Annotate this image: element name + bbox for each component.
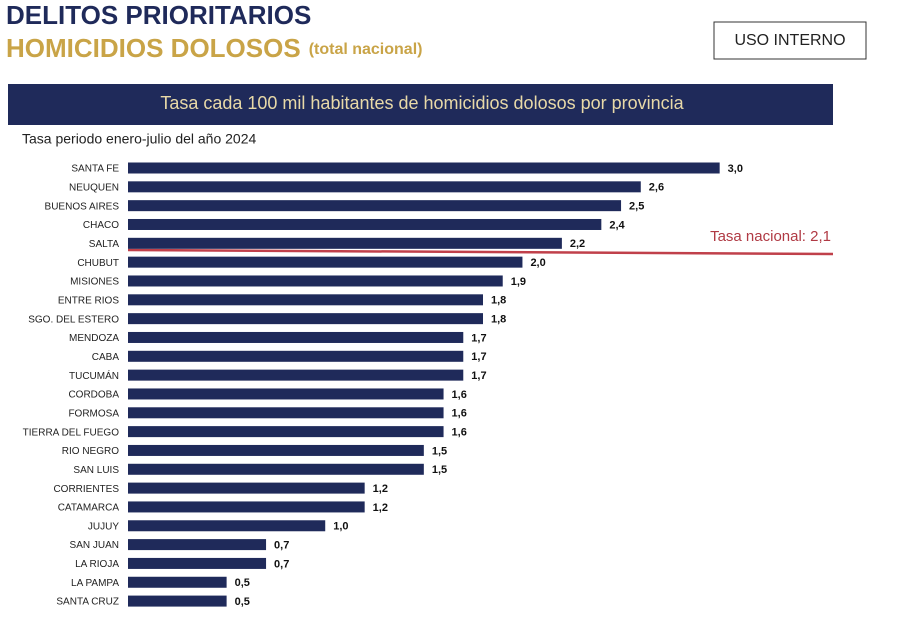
value-label: 2,6 — [649, 182, 664, 194]
value-label: 3,0 — [728, 163, 743, 175]
subtitle-note: (total nacional) — [309, 41, 423, 58]
bar — [128, 237, 562, 249]
value-label: 1,5 — [432, 464, 447, 476]
category-label: LA PAMPA — [71, 578, 119, 589]
value-label: 1,6 — [452, 408, 467, 420]
value-label: 1,0 — [333, 521, 348, 533]
category-label: BUENOS AIRES — [45, 201, 120, 212]
category-label: MISIONES — [70, 277, 119, 288]
category-label: NEUQUEN — [69, 182, 119, 193]
value-label: 1,8 — [491, 295, 506, 307]
category-label: SAN LUIS — [73, 465, 119, 476]
bar — [128, 501, 365, 513]
category-label: JUJUY — [88, 521, 119, 532]
value-label: 1,5 — [432, 445, 447, 457]
banner — [8, 84, 833, 125]
bar — [128, 444, 424, 456]
value-label: 0,5 — [235, 577, 250, 589]
category-label: TUCUMÁN — [69, 369, 119, 382]
value-label: 1,9 — [511, 276, 526, 288]
bar — [128, 482, 365, 494]
value-label: 1,6 — [452, 427, 467, 439]
bar — [128, 294, 483, 306]
category-label: ENTRE RIOS — [58, 295, 119, 306]
bar — [128, 520, 326, 532]
category-label: SGO. DEL ESTERO — [28, 314, 119, 325]
annotation: Tasa nacional: 2,1 — [710, 228, 831, 245]
category-label: CHACO — [83, 220, 119, 231]
bar — [128, 576, 227, 588]
category-label: SALTA — [89, 239, 120, 250]
category-label: CABA — [92, 352, 120, 363]
bar — [128, 595, 227, 607]
category-label: CORDOBA — [68, 390, 119, 401]
bar — [128, 218, 602, 230]
badge-box — [713, 21, 867, 60]
title: DELITOS PRIORITARIOS — [6, 0, 311, 30]
bar — [128, 388, 444, 400]
bar — [128, 275, 503, 287]
bar — [128, 331, 464, 343]
bar — [128, 256, 523, 268]
bar — [128, 426, 444, 438]
category-label: TIERRA DEL FUEGO — [23, 427, 120, 438]
value-label: 2,2 — [570, 238, 585, 250]
chart-title: Tasa cada 100 mil habitantes de homicidi… — [160, 93, 684, 113]
bar — [128, 539, 267, 551]
value-label: 1,7 — [471, 370, 486, 382]
value-label: 1,2 — [373, 502, 388, 514]
category-label: LA RIOJA — [75, 559, 119, 570]
value-label: 0,7 — [274, 558, 289, 570]
value-label: 1,7 — [471, 351, 486, 363]
bar — [128, 369, 464, 381]
chart-subtitle: Tasa periodo enero-julio del año 2024 — [22, 131, 256, 147]
bar — [128, 200, 622, 212]
value-label: 2,0 — [530, 257, 545, 269]
bar — [128, 181, 641, 193]
bar — [128, 162, 720, 174]
value-label: 1,6 — [452, 389, 467, 401]
subtitle-main: HOMICIDIOS DOLOSOS — [6, 33, 301, 63]
national-line — [127, 248, 834, 256]
bar — [128, 407, 444, 419]
category-label: FORMOSA — [68, 408, 119, 419]
category-label: SAN JUAN — [70, 540, 119, 551]
subtitle: HOMICIDIOS DOLOSOS (total nacional) — [6, 33, 422, 63]
category-label: RIO NEGRO — [62, 446, 119, 457]
value-label: 0,7 — [274, 540, 289, 552]
category-label: CATAMARCA — [58, 503, 120, 514]
category-label: CHUBUT — [77, 258, 119, 269]
category-label: SANTA CRUZ — [56, 597, 119, 608]
bar — [128, 557, 267, 569]
value-label: 2,4 — [609, 219, 625, 231]
value-label: 1,7 — [471, 332, 486, 344]
category-label: SANTA FE — [71, 164, 119, 175]
bar — [128, 350, 464, 362]
bar — [128, 463, 424, 475]
category-label: MENDOZA — [69, 333, 119, 344]
value-label: 1,2 — [373, 483, 388, 495]
badge: USO INTERNO — [734, 32, 845, 49]
value-label: 0,5 — [235, 596, 250, 608]
bar — [128, 313, 483, 325]
value-label: 1,8 — [491, 314, 506, 326]
category-label: CORRIENTES — [53, 484, 119, 495]
value-label: 2,5 — [629, 201, 644, 213]
